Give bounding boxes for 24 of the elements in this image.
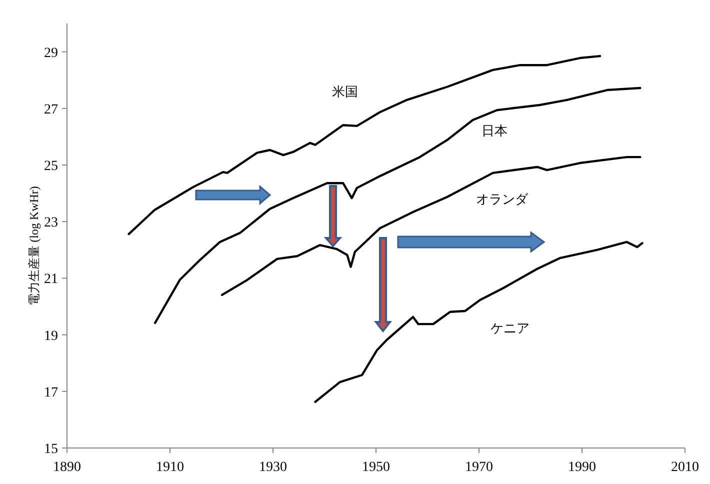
y-tick-label: 23 [44,216,58,231]
x-tick-label: 1990 [568,460,596,475]
y-tick-label: 27 [44,102,58,118]
line-series [128,54,602,236]
line-series [314,240,644,403]
series-label: 米国 [332,84,358,100]
y-tick-label: 21 [44,272,58,288]
x-tick-label: 1890 [53,460,81,475]
x-tick-label: 2010 [671,460,699,475]
x-tick-label: 1930 [259,460,287,475]
series-label: 日本 [481,122,508,138]
series-label: ケニア [490,320,530,336]
line-series [154,86,642,324]
series-label: オランダ [476,191,530,206]
line-series [220,156,642,296]
y-tick-label: 29 [44,46,58,61]
x-tick-label: 1950 [362,460,390,475]
y-tick-label: 25 [44,159,58,174]
x-tick-label: 1910 [156,460,184,475]
y-tick-label: 19 [44,328,58,344]
y-tick-label: 17 [44,385,58,400]
y-axis-title: 電力生産量 (log KwHr) [27,186,41,306]
x-tick-label: 1970 [465,460,493,475]
y-tick-label: 15 [44,442,58,457]
